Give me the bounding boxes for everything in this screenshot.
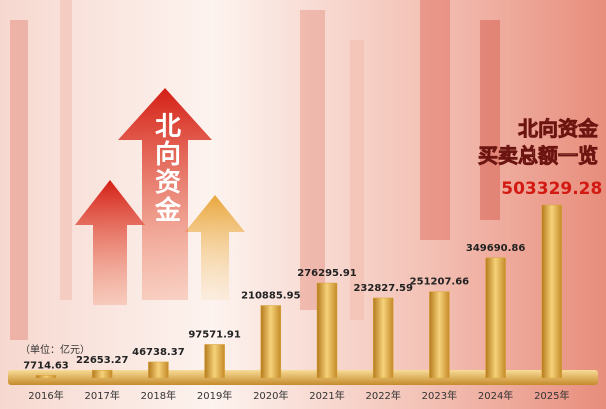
x-tick-label: 2023年 bbox=[422, 389, 457, 402]
x-tick-label: 2016年 bbox=[28, 389, 63, 402]
bar bbox=[372, 297, 394, 379]
value-label: 349690.86 bbox=[466, 243, 526, 254]
value-label: 232827.59 bbox=[353, 283, 413, 294]
x-tick-label: 2025年 bbox=[534, 389, 569, 402]
bar bbox=[204, 344, 225, 379]
value-label: 276295.91 bbox=[297, 268, 357, 279]
value-label: 97571.91 bbox=[188, 329, 241, 340]
x-tick-label: 2018年 bbox=[141, 389, 176, 402]
value-label: 46738.37 bbox=[132, 347, 185, 358]
x-tick-label: 2024年 bbox=[478, 389, 513, 402]
arrow bbox=[118, 88, 212, 300]
x-tick-label: 2021年 bbox=[309, 389, 344, 402]
bar bbox=[316, 282, 338, 379]
arrow bbox=[185, 195, 245, 300]
bar bbox=[91, 369, 113, 379]
decoration bbox=[10, 0, 500, 340]
x-tick-label: 2017年 bbox=[84, 389, 119, 402]
value-label: 7714.63 bbox=[23, 360, 69, 371]
bar bbox=[485, 257, 506, 379]
unit-note: （单位：亿元） bbox=[20, 343, 90, 356]
annotation: 北向资金 bbox=[151, 112, 182, 224]
value-label: 251207.66 bbox=[410, 277, 470, 288]
bar bbox=[35, 375, 57, 379]
x-tick-label: 2022年 bbox=[365, 389, 400, 402]
bar bbox=[429, 291, 450, 379]
arrow bbox=[75, 180, 145, 305]
bar bbox=[260, 305, 282, 379]
bar bbox=[541, 204, 563, 379]
chart-title: 北向资金 bbox=[518, 117, 599, 141]
value-label: 210885.95 bbox=[241, 291, 301, 302]
bar bbox=[148, 361, 169, 379]
x-tick-label: 2020年 bbox=[253, 389, 288, 402]
value-label: 22653.27 bbox=[76, 355, 129, 366]
chart-subtitle: 买卖总额一览 bbox=[478, 144, 598, 168]
x-tick-label: 2019年 bbox=[197, 389, 232, 402]
value-label: 503329.28 bbox=[501, 179, 602, 199]
